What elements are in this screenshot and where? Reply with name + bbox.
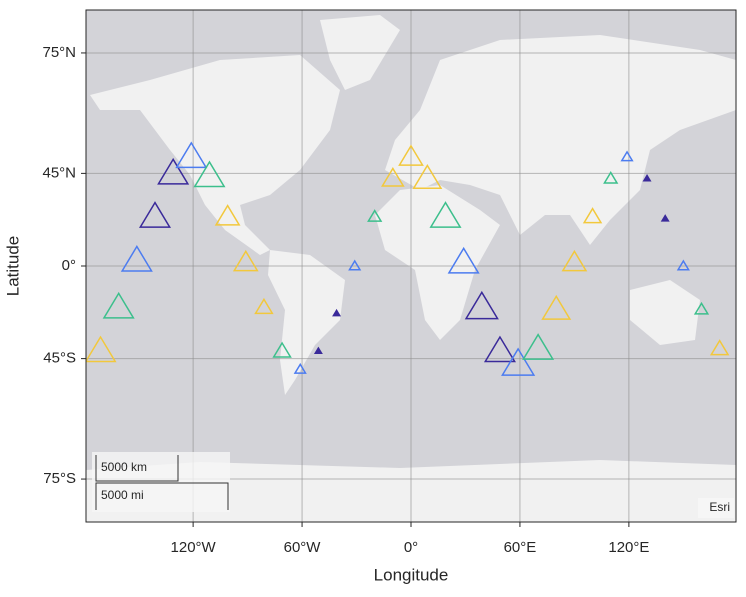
y-tick-label: 75°N <box>42 44 76 61</box>
marker <box>232 249 259 272</box>
y-tick-label: 45°S <box>43 350 76 367</box>
y-tick-label: 0° <box>62 257 76 274</box>
x-tick-label: 120°W <box>171 539 217 556</box>
attribution-box <box>698 498 734 518</box>
scale-bar-mi <box>95 482 229 510</box>
marker <box>541 294 572 320</box>
x-tick-label: 120°E <box>608 539 649 556</box>
marker <box>398 144 424 166</box>
marker <box>120 245 153 272</box>
y-tick-label: 45°N <box>42 164 76 181</box>
marker <box>483 335 516 363</box>
marker <box>501 347 536 376</box>
marker <box>157 157 190 185</box>
markers <box>86 141 730 376</box>
marker <box>272 341 292 358</box>
attribution: Esri <box>709 500 730 514</box>
marker <box>175 141 208 169</box>
marker <box>464 290 499 320</box>
marker <box>412 164 443 189</box>
scale-label: 5000 km <box>101 460 147 474</box>
marker <box>447 246 480 274</box>
marker <box>348 259 362 271</box>
y-tick-label: 75°S <box>43 470 76 487</box>
x-tick-label: 60°E <box>504 539 537 556</box>
marker <box>102 291 135 319</box>
marker <box>254 297 274 315</box>
marker <box>642 174 652 182</box>
marker <box>332 308 342 317</box>
marker <box>214 204 241 226</box>
scale-bar: 5000 km 5000 mi <box>92 452 230 512</box>
marker <box>620 150 634 162</box>
marker <box>522 333 555 360</box>
marker <box>193 160 226 188</box>
y-axis-label: Latitude <box>3 236 22 297</box>
marker <box>138 201 172 228</box>
land <box>86 15 736 522</box>
marker <box>709 339 730 356</box>
marker <box>676 259 690 271</box>
scale-bar-box <box>92 452 230 512</box>
grid <box>86 10 736 522</box>
x-tick-label: 0° <box>404 539 418 556</box>
scale-label: 5000 mi <box>101 488 144 502</box>
marker <box>561 249 588 272</box>
marker <box>693 301 710 315</box>
marker <box>313 346 323 355</box>
marker <box>603 171 619 184</box>
marker <box>293 362 307 374</box>
marker <box>381 167 405 187</box>
marker <box>367 209 383 222</box>
marker <box>429 201 462 228</box>
marker <box>86 335 117 363</box>
x-tick-label: 60°W <box>284 539 322 556</box>
x-axis-label: Longitude <box>374 565 449 584</box>
marker <box>660 214 670 222</box>
marker <box>582 207 603 224</box>
scale-bar-km <box>95 455 179 482</box>
